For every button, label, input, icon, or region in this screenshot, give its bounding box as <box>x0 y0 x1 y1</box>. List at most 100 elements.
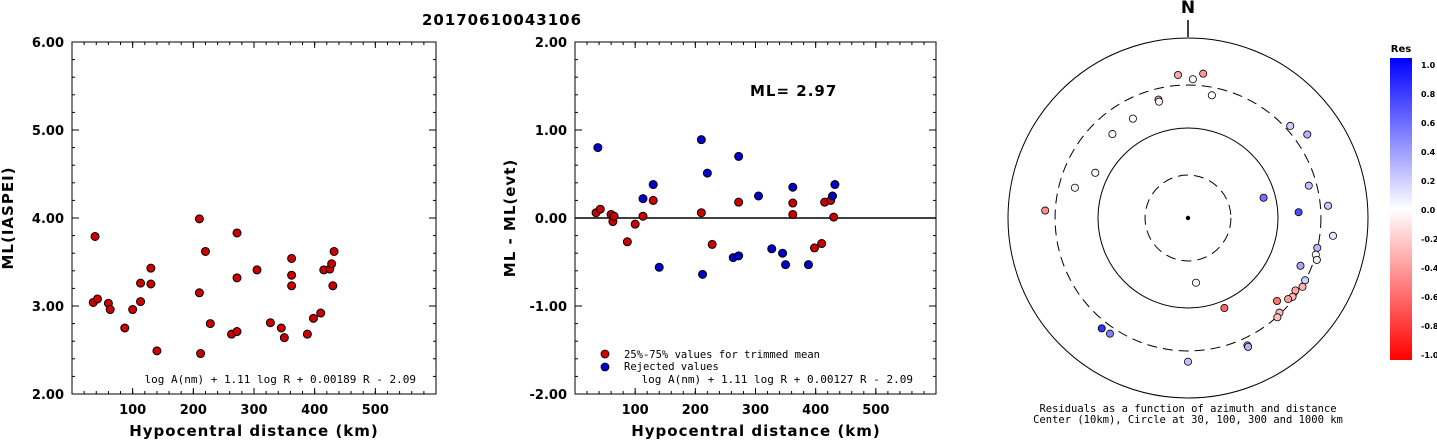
colorbar-tick-label: -1.0 <box>1421 351 1437 360</box>
colorbar-tick-label: -0.6 <box>1421 293 1437 302</box>
x-tick-label: 300 <box>240 403 267 418</box>
colorbar-ramp <box>1390 58 1412 360</box>
colorbar-tick-label: -0.2 <box>1421 235 1437 244</box>
plot-frame <box>71 41 437 395</box>
tick-layer: 100 200 300 400 500 -2.00 -1.00 0.00 1.00 2.00 <box>530 36 937 418</box>
data-point <box>232 273 242 283</box>
y-tick-label: 2.00 <box>32 388 64 403</box>
x-axis-label: Hypocentral distance (km) <box>129 422 379 440</box>
y-tick-label: -2.00 <box>530 388 567 403</box>
residual-point <box>1105 329 1114 338</box>
residual-point <box>1041 206 1050 215</box>
colorbar-tick-layer: 1.0 0.8 0.6 0.4 0.2 0.0 -0.2 -0.4 -0.6 -0.8 -1.0 <box>1421 61 1437 360</box>
residual-point <box>1273 296 1282 305</box>
data-point <box>194 214 204 224</box>
x-axis-label: Hypocentral distance (km) <box>631 422 881 440</box>
data-point <box>781 260 791 270</box>
data-point <box>252 265 262 275</box>
x-tick-label: 400 <box>301 403 328 418</box>
data-point <box>136 297 146 307</box>
y-tick-label: 6.00 <box>32 36 64 51</box>
x-tick-label: 100 <box>622 403 649 418</box>
y-tick-label: 0.00 <box>535 212 567 227</box>
formula-label: log A(nm) + 1.11 log R + 0.00127 R - 2.0… <box>641 373 913 386</box>
residual-point <box>1313 243 1322 252</box>
data-point <box>146 263 156 273</box>
colorbar-tick-label: 1.0 <box>1421 61 1436 70</box>
range-ring-300km <box>1054 84 1322 352</box>
colorbar-tick-label: 0.6 <box>1421 119 1436 128</box>
data-point <box>595 204 605 214</box>
data-point <box>638 211 648 221</box>
data-point <box>778 248 788 258</box>
residual-point <box>1294 208 1303 217</box>
colorbar-tick-label: 0.8 <box>1421 90 1436 99</box>
data-point <box>609 211 619 221</box>
data-point <box>734 151 744 161</box>
range-rings <box>1007 37 1369 399</box>
residual-point <box>1303 130 1312 139</box>
y-tick-label: 1.00 <box>535 124 567 139</box>
colorbar-tick-label: 0.4 <box>1421 148 1436 157</box>
legend: 25%-75% values for trimmed mean Rejected… <box>600 349 820 373</box>
center-dot <box>1185 215 1191 221</box>
ml-vs-distance-panel: 100 200 300 400 500 2.00 3.00 4.00 5.00 6.00 log … <box>0 36 437 440</box>
data-point <box>287 270 297 280</box>
data-point <box>120 323 130 333</box>
data-point <box>287 253 297 263</box>
colorbar-tick-label: -0.4 <box>1421 264 1437 273</box>
colorbar-tick-label: -0.8 <box>1421 322 1437 331</box>
colorbar-title: Res <box>1391 44 1411 55</box>
data-point <box>302 329 312 339</box>
point-layer <box>1041 69 1338 366</box>
data-point <box>265 318 275 328</box>
residual-point <box>1173 70 1182 79</box>
residual-colorbar: Res 1.0 0.8 0.6 0.4 0.2 0.0 -0.2 -0.4 -0.6 -0.8 -1… <box>1390 44 1437 360</box>
data-point <box>232 228 242 238</box>
residual-point <box>1273 313 1282 322</box>
data-point <box>327 259 337 269</box>
residual-point <box>1191 278 1200 287</box>
residual-point <box>1091 168 1100 177</box>
data-point <box>276 323 286 333</box>
range-ring-30km <box>1144 174 1232 262</box>
y-tick-label: -1.00 <box>530 300 567 315</box>
x-tick-label: 200 <box>180 403 207 418</box>
residual-point <box>1128 114 1137 123</box>
data-point <box>754 191 764 201</box>
x-tick-label: 500 <box>362 403 389 418</box>
residual-point <box>1329 231 1338 240</box>
data-point <box>654 262 664 272</box>
data-point <box>817 239 827 249</box>
data-point <box>205 319 215 329</box>
data-point <box>232 327 242 337</box>
data-point <box>788 182 798 192</box>
residual-point <box>1324 201 1333 210</box>
data-point <box>128 305 138 315</box>
formula-label: log A(nm) + 1.11 log R + 0.00189 R - 2.0… <box>144 373 416 386</box>
data-point <box>809 243 819 253</box>
y-tick-label: 4.00 <box>32 212 64 227</box>
data-point <box>593 143 603 153</box>
data-point <box>92 294 102 304</box>
residual-point <box>1108 130 1117 139</box>
data-point <box>316 308 326 318</box>
point-layer <box>88 214 339 359</box>
data-point <box>828 191 838 201</box>
legend-label-rejected: Rejected values <box>624 361 719 373</box>
residual-vs-distance-panel: 100 200 300 400 500 -2.00 -1.00 0.00 1.00 2.00 ML… <box>501 36 937 440</box>
data-point <box>788 209 798 219</box>
x-tick-label: 200 <box>682 403 709 418</box>
residual-point <box>1312 255 1321 264</box>
residual-point <box>1304 181 1313 190</box>
caption-line-2: Center (10km), Circle at 30, 100, 300 an… <box>1033 414 1343 426</box>
ml-annotation: ML= 2.97 <box>750 82 837 100</box>
point-layer <box>591 135 840 279</box>
x-tick-label: 500 <box>862 403 889 418</box>
residual-point <box>1154 97 1163 106</box>
azimuth-residual-panel: N Residuals as a function of azimuth and… <box>1007 0 1369 426</box>
data-point <box>734 197 744 207</box>
data-point <box>648 180 658 190</box>
y-tick-label: 2.00 <box>535 36 567 51</box>
data-point <box>105 305 115 315</box>
